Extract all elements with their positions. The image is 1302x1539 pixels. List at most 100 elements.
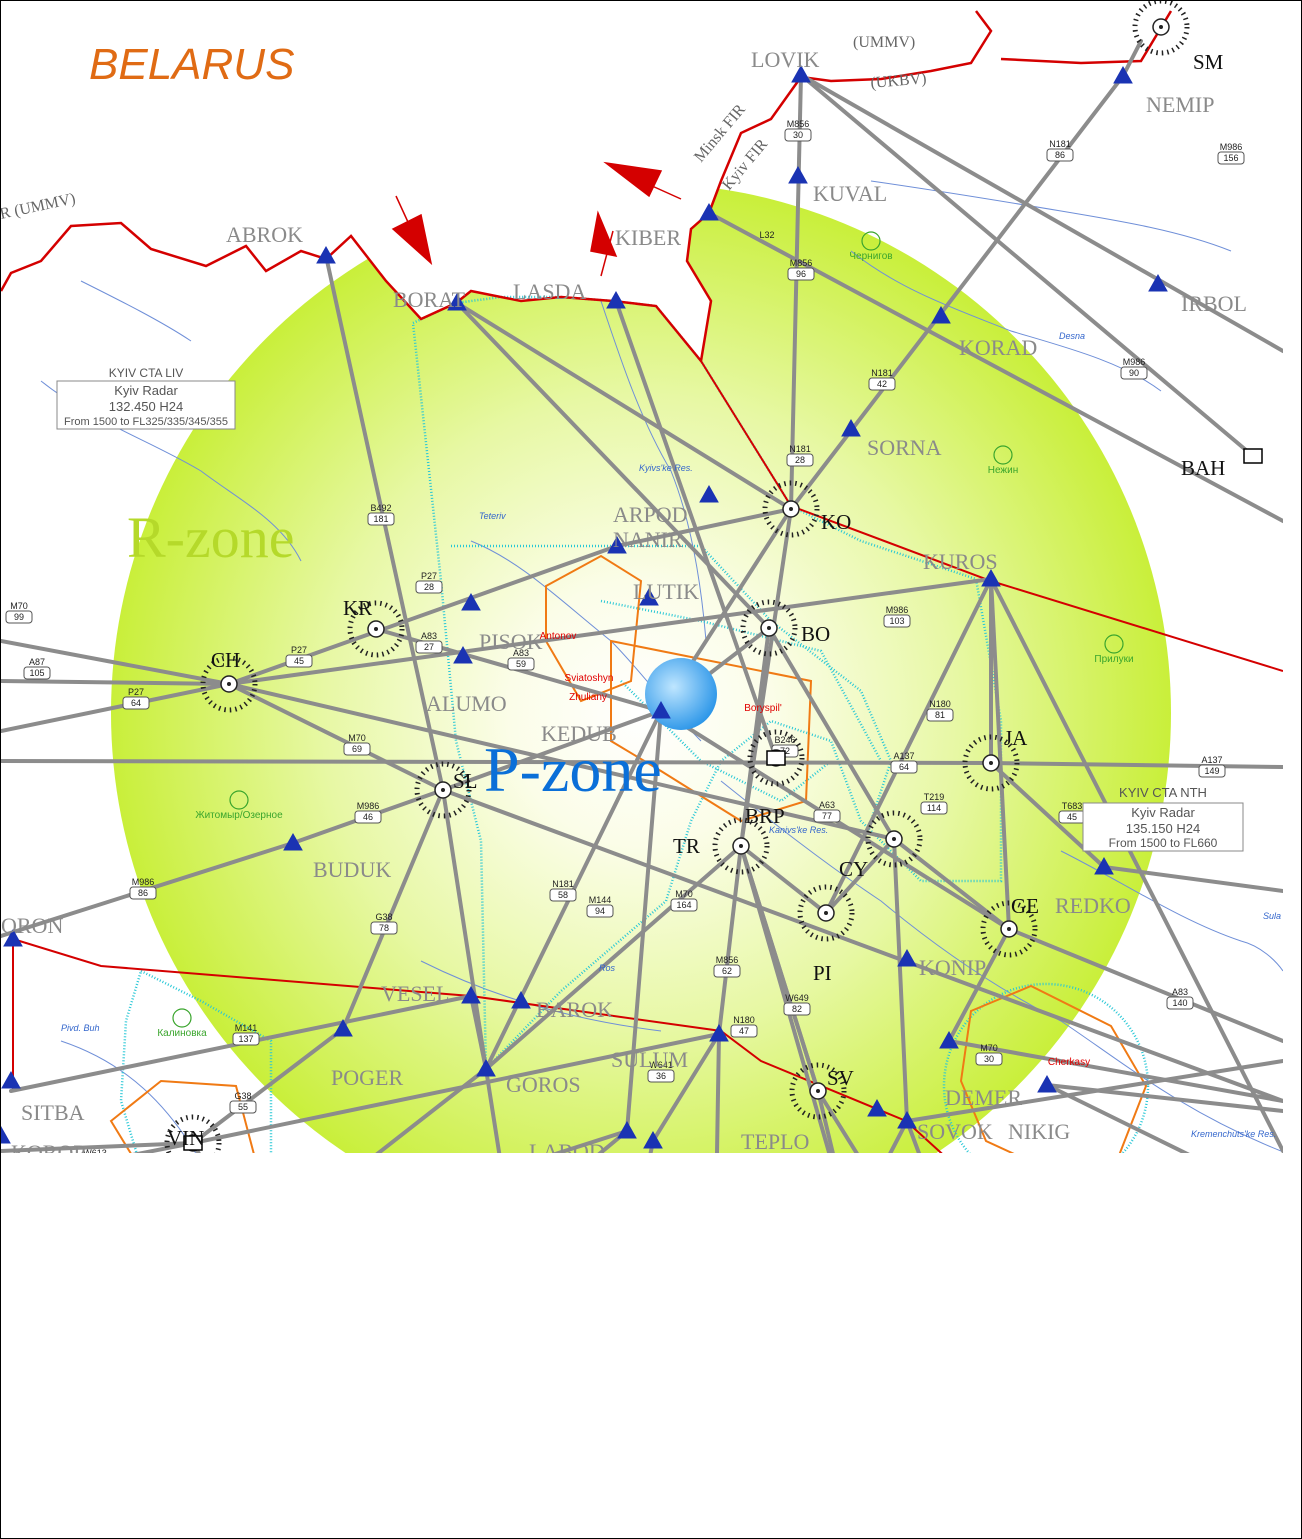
waypoint-triangle-icon	[643, 1130, 663, 1149]
waypoint-label: GOROS	[506, 1072, 581, 1097]
waypoint-triangle-icon	[709, 1023, 729, 1042]
route-segment	[707, 211, 1283, 523]
waypoint-label: KUROS	[923, 549, 998, 574]
compass-rose-icon	[962, 734, 1020, 792]
town-label: Cherkasy	[1048, 1057, 1090, 1068]
route-id: P27	[421, 571, 437, 581]
route-segment	[739, 844, 820, 1093]
waypoint-triangle-icon	[1148, 273, 1168, 292]
waypoint-konip: KONIP	[897, 948, 986, 980]
compass-rose-icon	[347, 600, 405, 658]
route-id: N181	[396, 1176, 418, 1186]
navaid-label: KO	[821, 510, 851, 534]
waypoint-triangle-icon	[639, 587, 659, 606]
route-segment	[1045, 1083, 1190, 1153]
ndb-square-icon	[1243, 448, 1263, 464]
route-id: N180	[929, 699, 951, 709]
route-segment	[989, 761, 1283, 769]
waypoint-triangle-icon	[316, 245, 336, 264]
route-distance-box	[549, 888, 577, 902]
river-names: Teteriv Kyivs'ke Res. Desna Kanivs'ke Res. R…	[61, 331, 1281, 1139]
route-segment	[947, 927, 1011, 1043]
waypoint-label: GAMLA	[641, 1177, 722, 1202]
route-segment	[1121, 39, 1143, 78]
airfield-icon	[993, 445, 1013, 465]
route-distance-box	[507, 657, 535, 671]
navaid-label: SL	[453, 769, 478, 793]
waypoint-sorna: SORNA	[841, 418, 942, 460]
waypoint-label: NIKIG	[1008, 1119, 1070, 1144]
waypoint-triangle-icon	[841, 418, 861, 437]
navaid-vin: VIN	[164, 1114, 222, 1153]
navaid-label: CY	[839, 857, 868, 881]
route-segment	[851, 1229, 881, 1401]
waypoint-sitba: SITBA	[1, 1070, 85, 1125]
town: Нежин	[988, 445, 1018, 476]
navaid-bo: BO	[740, 599, 830, 657]
waypoint-triangle-icon	[3, 928, 23, 947]
route-distance-box	[926, 708, 954, 722]
compass-rose-icon	[747, 729, 805, 787]
route-segment	[651, 1032, 721, 1143]
route-distance: 137	[238, 1034, 253, 1044]
route-segment	[715, 1032, 721, 1153]
route-segment	[824, 577, 993, 915]
route-id: B492	[370, 503, 391, 513]
airfield-icon	[229, 790, 249, 810]
route-distance: 114	[927, 803, 941, 813]
waypoint-label: KOROP	[11, 1140, 86, 1165]
waypoint-triangle-icon	[511, 990, 531, 1009]
navaid-label: SV	[827, 1066, 854, 1090]
compass-rose-icon	[797, 884, 855, 942]
route-segment	[484, 844, 743, 1071]
route-distance: 62	[722, 966, 732, 976]
waypoint-label: KIBER	[615, 225, 681, 250]
waypoint-kiber: KIBER	[615, 202, 719, 250]
compass-rose-icon	[200, 655, 258, 713]
route-distance: 78	[379, 923, 389, 933]
waypoint-mimko: MIMKO	[741, 1220, 860, 1264]
direction-arrows	[391, 161, 682, 277]
route-id: W649	[785, 993, 809, 1003]
waypoint-triangle-icon	[461, 985, 481, 1004]
river-label: Kyivs'ke Res.	[639, 463, 693, 473]
route-id: A83	[1172, 987, 1188, 997]
route-label: L32	[759, 230, 774, 240]
waypoint-nanir: NANIR	[607, 527, 683, 554]
route-id: W545	[88, 1165, 112, 1175]
waypoint-teplo: TEPLO	[741, 1098, 887, 1153]
route-segment	[227, 682, 896, 841]
route-distance-box	[394, 1186, 420, 1198]
route-distance-box	[343, 742, 371, 756]
navaid-ja: JA	[962, 726, 1028, 792]
route-distance: 113	[1253, 1180, 1267, 1190]
waypoint-label: LASDA	[513, 279, 586, 304]
waypoint-triangle-icon	[788, 165, 808, 184]
p-zone-ball	[645, 658, 717, 730]
route-segment	[648, 1139, 655, 1153]
navaid-ge: GE	[980, 894, 1039, 958]
route-segment	[799, 73, 1255, 458]
route-id: A42	[89, 1233, 105, 1243]
waypoint-label: NEMIP	[1146, 92, 1214, 117]
route-segment	[1, 1211, 253, 1251]
compass-rose-icon	[865, 810, 923, 868]
waypoint-triangle-icon	[842, 1220, 860, 1236]
route-segment	[597, 1129, 629, 1153]
towns: Чернигов Нежин Прилуки Житомыр/Озерное Калин…	[157, 231, 1134, 1068]
route-distance-box	[786, 453, 814, 467]
route-distance-box	[868, 377, 896, 391]
route-segment	[1007, 927, 1283, 1043]
route-id: M986	[357, 801, 380, 811]
route-id: M986	[1220, 142, 1243, 152]
